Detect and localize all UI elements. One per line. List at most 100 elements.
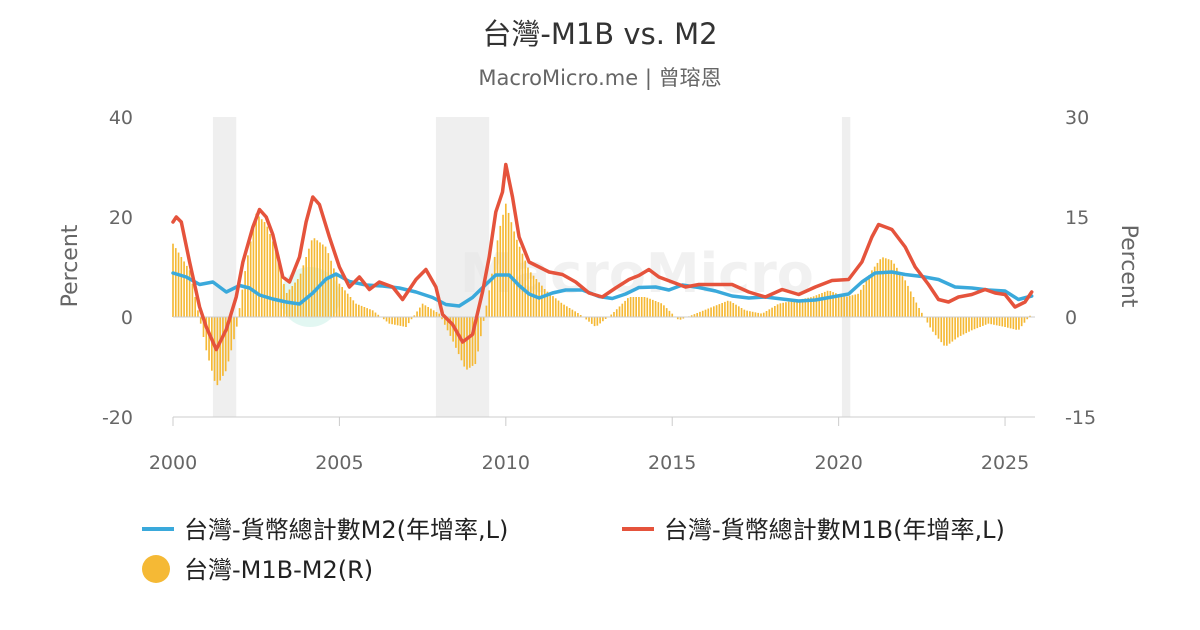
spread-bar-101 bbox=[452, 317, 454, 342]
chart-subtitle: MacroMicro.me | 曾瑢恩 bbox=[478, 66, 721, 91]
spread-bar-59 bbox=[335, 276, 338, 317]
spread-bar-122 bbox=[510, 222, 513, 317]
spread-bar-3 bbox=[180, 257, 183, 317]
spread-bar-10 bbox=[199, 317, 202, 324]
spread-bar-16 bbox=[216, 317, 219, 386]
spread-bar-170 bbox=[643, 297, 646, 317]
spread-bar-69 bbox=[363, 307, 366, 317]
spread-bar-197 bbox=[718, 304, 721, 317]
spread-bar-222 bbox=[787, 301, 790, 317]
spread-bar-133 bbox=[541, 285, 543, 317]
spread-bar-242 bbox=[843, 296, 846, 317]
spread-bar-23 bbox=[235, 317, 238, 327]
spread-bar-230 bbox=[810, 297, 812, 317]
spread-bar-282 bbox=[954, 317, 956, 340]
spread-bar-137 bbox=[552, 296, 554, 317]
spread-bar-259 bbox=[890, 260, 893, 317]
spread-bar-113 bbox=[485, 305, 488, 317]
y-left-tick-label-40: 40 bbox=[109, 107, 133, 129]
spread-bar-262 bbox=[898, 272, 901, 317]
spread-bar-213 bbox=[762, 312, 765, 317]
legend-label-spread: 台灣-M1B-M2(R) bbox=[184, 556, 373, 584]
spread-bar-272 bbox=[926, 317, 929, 323]
spread-bar-90 bbox=[421, 303, 424, 317]
spread-bar-153 bbox=[596, 317, 599, 326]
spread-bar-209 bbox=[751, 311, 754, 317]
spread-bar-100 bbox=[449, 317, 452, 336]
legend: 台灣-貨幣總計數M2(年增率,L) 台灣-貨幣總計數M1B(年增率,L) 台灣-… bbox=[142, 516, 1005, 584]
spread-bar-34 bbox=[266, 226, 269, 317]
spread-bar-73 bbox=[374, 312, 377, 317]
spread-bar-32 bbox=[260, 219, 263, 317]
legend-item-m1b[interactable]: 台灣-貨幣總計數M1B(年增率,L) bbox=[622, 516, 1005, 544]
spread-bar-286 bbox=[965, 317, 968, 334]
spread-bar-194 bbox=[710, 307, 712, 317]
spread-bar-235 bbox=[823, 291, 826, 317]
spread-bar-175 bbox=[657, 302, 660, 317]
x-tick-label-2015: 2015 bbox=[648, 452, 696, 474]
spread-bar-12 bbox=[205, 317, 208, 351]
spread-bar-147 bbox=[579, 315, 582, 317]
spread-bar-138 bbox=[554, 298, 557, 317]
spread-bar-202 bbox=[732, 303, 735, 317]
spread-bar-62 bbox=[344, 290, 346, 317]
spread-bar-31 bbox=[258, 216, 260, 317]
spread-bar-98 bbox=[443, 317, 446, 325]
spread-bar-57 bbox=[330, 260, 332, 317]
spread-bar-107 bbox=[468, 317, 471, 368]
spread-bar-91 bbox=[424, 305, 427, 317]
spread-bar-203 bbox=[735, 304, 737, 317]
spread-bar-53 bbox=[319, 242, 321, 317]
spread-bar-303 bbox=[1012, 317, 1015, 330]
spread-bar-193 bbox=[707, 308, 710, 317]
spread-bar-159 bbox=[613, 312, 615, 317]
spread-bar-93 bbox=[430, 308, 432, 317]
spread-bar-180 bbox=[671, 313, 674, 317]
spread-bar-276 bbox=[937, 317, 940, 339]
spread-bar-277 bbox=[940, 317, 943, 343]
spread-bar-35 bbox=[269, 234, 271, 317]
spread-bar-225 bbox=[796, 300, 798, 317]
spread-bar-299 bbox=[1001, 317, 1004, 327]
spread-bar-134 bbox=[543, 289, 546, 317]
y-left-tick-label-20: 20 bbox=[109, 207, 133, 229]
spread-bar-144 bbox=[571, 309, 574, 317]
spread-bar-94 bbox=[432, 310, 435, 317]
spread-bar-178 bbox=[665, 308, 668, 317]
spread-bar-274 bbox=[932, 317, 934, 332]
legend-item-spread[interactable]: 台灣-M1B-M2(R) bbox=[142, 555, 373, 584]
spread-bar-60 bbox=[338, 283, 341, 317]
spread-bar-201 bbox=[729, 301, 732, 317]
spread-bar-142 bbox=[566, 306, 568, 317]
spread-bar-261 bbox=[896, 267, 898, 317]
spread-bar-88 bbox=[416, 311, 418, 317]
spread-bar-210 bbox=[754, 312, 757, 317]
spread-bar-140 bbox=[560, 302, 563, 317]
spread-bar-118 bbox=[499, 225, 502, 317]
spread-bar-121 bbox=[507, 212, 510, 317]
spread-bar-238 bbox=[832, 292, 834, 317]
spread-bar-292 bbox=[982, 317, 984, 326]
spread-bar-111 bbox=[480, 317, 482, 337]
spread-bars bbox=[172, 203, 1031, 386]
spread-bar-200 bbox=[726, 300, 729, 317]
legend-swatch-spread bbox=[142, 555, 170, 583]
spread-bar-25 bbox=[241, 289, 244, 317]
legend-label-m2: 台灣-貨幣總計數M2(年增率,L) bbox=[184, 516, 508, 544]
spread-bar-198 bbox=[721, 303, 723, 317]
spread-bar-245 bbox=[851, 295, 854, 317]
spread-bar-223 bbox=[790, 301, 793, 317]
spread-bar-217 bbox=[774, 306, 776, 317]
legend-item-m2[interactable]: 台灣-貨幣總計數M2(年增率,L) bbox=[142, 516, 508, 544]
spread-bar-151 bbox=[590, 317, 593, 324]
y-left-tick-label--20: -20 bbox=[102, 407, 133, 429]
spread-bar-82 bbox=[399, 317, 402, 326]
spread-bar-268 bbox=[915, 302, 918, 317]
spread-bar-78 bbox=[388, 317, 391, 324]
spread-bar-187 bbox=[690, 315, 693, 317]
spread-bar-63 bbox=[346, 293, 349, 317]
chart-title: 台灣-M1B vs. M2 bbox=[482, 17, 717, 51]
spread-bar-307 bbox=[1023, 317, 1026, 323]
